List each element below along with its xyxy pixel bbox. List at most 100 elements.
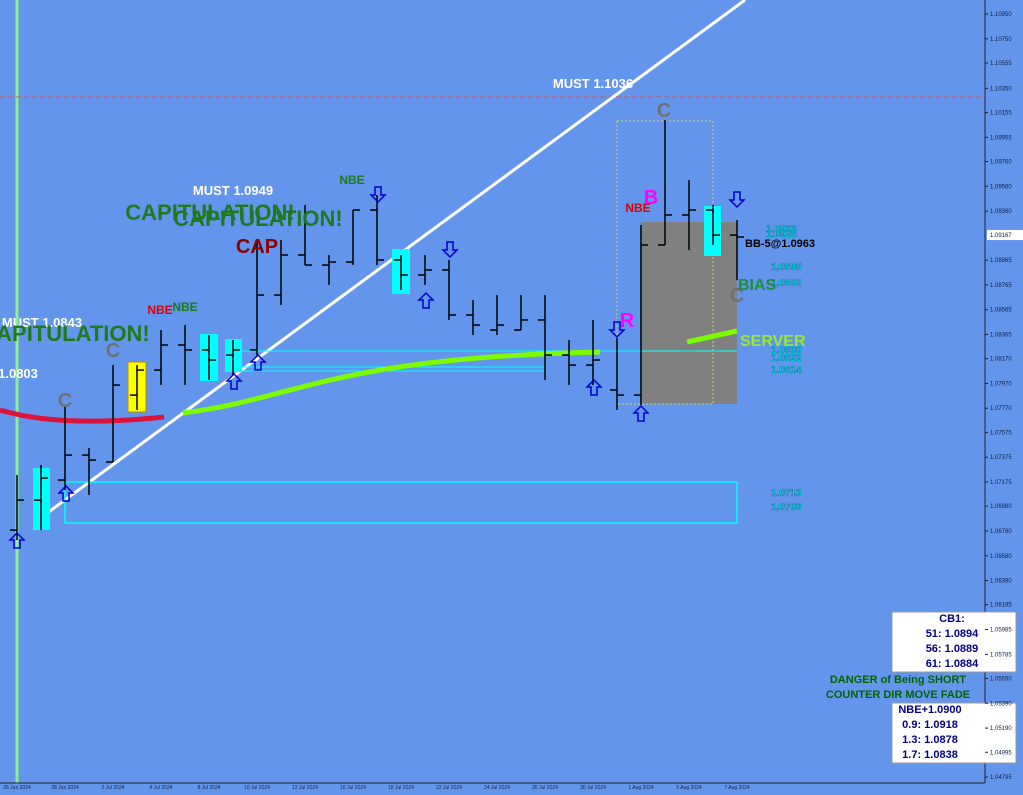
down-arrow bbox=[441, 241, 459, 259]
level-label: 1.0713 bbox=[771, 488, 802, 499]
annotation: 1.0803 bbox=[0, 366, 38, 381]
panel-text: 0.9: 1.0918 bbox=[902, 719, 958, 731]
y-tick-label: 1.05590 bbox=[990, 676, 1012, 682]
level-label: 1.0703 bbox=[771, 502, 802, 513]
up-arrow bbox=[8, 531, 26, 549]
level-label: 1.0822 bbox=[771, 353, 802, 364]
level-label: 1.0814 bbox=[771, 365, 802, 376]
up-arrow bbox=[249, 353, 267, 371]
green-average bbox=[182, 349, 601, 416]
y-tick-label: 1.10555 bbox=[990, 61, 1012, 67]
up-arrow bbox=[585, 378, 603, 396]
annotation: SERVER bbox=[740, 333, 806, 350]
warning: DANGER of Being SHORT bbox=[830, 674, 967, 686]
arrows bbox=[8, 186, 746, 549]
y-tick-label: 1.07770 bbox=[990, 406, 1012, 412]
y-tick-label: 1.10950 bbox=[990, 12, 1012, 18]
x-tick-label: 18 Jul 2024 bbox=[388, 785, 414, 790]
y-tick-label: 1.10750 bbox=[990, 37, 1012, 43]
x-tick-label: 2 Jul 2024 bbox=[101, 785, 124, 790]
y-tick-label: 1.04795 bbox=[990, 775, 1012, 781]
price-tag-label: 1.09167 bbox=[990, 233, 1012, 239]
x-tick-label: 16 Jul 2024 bbox=[340, 785, 366, 790]
y-tick-label: 1.09760 bbox=[990, 160, 1012, 166]
annotation: CAP bbox=[236, 236, 278, 258]
green-average bbox=[686, 328, 738, 345]
y-tick-label: 1.06380 bbox=[990, 579, 1012, 585]
down-arrow bbox=[608, 321, 626, 339]
price-tag bbox=[987, 230, 1023, 241]
zone bbox=[64, 481, 738, 524]
panel-text: 56: 1.0889 bbox=[926, 643, 979, 655]
x-tick-label: 26 Jul 2024 bbox=[532, 785, 558, 790]
x-tick-label: 22 Jul 2024 bbox=[436, 785, 462, 790]
x-tick-label: 10 Jul 2024 bbox=[244, 785, 270, 790]
up-arrow bbox=[632, 404, 650, 422]
y-tick-label: 1.09560 bbox=[990, 184, 1012, 190]
x-tick-label: 8 Jul 2024 bbox=[197, 785, 220, 790]
y-tick-label: 1.06580 bbox=[990, 554, 1012, 560]
panel-text: 1.7: 1.0838 bbox=[902, 749, 958, 761]
annotation: MUST 1.1036 bbox=[553, 76, 633, 91]
annotation: C bbox=[657, 100, 671, 122]
level-label: 1.0830 bbox=[771, 345, 802, 356]
y-tick-label: 1.06980 bbox=[990, 504, 1012, 510]
y-tick-label: 1.09955 bbox=[990, 135, 1012, 141]
x-tick-label: 30 Jul 2024 bbox=[580, 785, 606, 790]
y-tick-label: 1.06185 bbox=[990, 603, 1012, 609]
up-arrow bbox=[57, 484, 75, 502]
annotation: NBE bbox=[172, 300, 197, 314]
level-label: 1.0933 bbox=[766, 224, 797, 235]
annotation: CAPITULATION! bbox=[0, 321, 150, 346]
trend-line bbox=[34, 0, 746, 524]
y-tick-label: 1.08365 bbox=[990, 332, 1012, 338]
annotation: C bbox=[106, 340, 120, 362]
panel bbox=[891, 702, 1017, 764]
y-tick-label: 1.04995 bbox=[990, 750, 1012, 756]
panel-text: NBE+1.0900 bbox=[898, 704, 961, 716]
x-tick-label: 4 Jul 2024 bbox=[149, 785, 172, 790]
up-arrow bbox=[225, 372, 243, 390]
panel bbox=[891, 611, 1017, 673]
y-tick-label: 1.07375 bbox=[990, 455, 1012, 461]
panel-text: 51: 1.0894 bbox=[926, 628, 979, 640]
annotation: NBE bbox=[147, 303, 172, 317]
x-tick-label: 12 Jul 2024 bbox=[292, 785, 318, 790]
x-tick-label: 24 Jul 2024 bbox=[484, 785, 510, 790]
warning: COUNTER DIR MOVE FADE bbox=[826, 689, 970, 701]
y-tick-label: 1.07970 bbox=[990, 381, 1012, 387]
y-tick-label: 1.08965 bbox=[990, 258, 1012, 264]
down-arrow bbox=[728, 191, 746, 209]
level-label: 1.0882 bbox=[771, 278, 802, 289]
y-tick-label: 1.05985 bbox=[990, 628, 1012, 634]
x-tick-label: 26 Jun 2024 bbox=[3, 785, 31, 790]
annotation: R bbox=[620, 310, 635, 332]
annotation: BB-5@1.0963 bbox=[745, 238, 815, 250]
x-tick-label: 1 Aug 2024 bbox=[628, 785, 654, 790]
down-arrow bbox=[369, 186, 387, 204]
x-tick-label: 7 Aug 2024 bbox=[724, 785, 750, 790]
annotation: CAPITULATION! bbox=[173, 206, 342, 231]
panel-text: 61: 1.0884 bbox=[926, 658, 979, 670]
y-tick-label: 1.07575 bbox=[990, 430, 1012, 436]
annotation: BIAS bbox=[738, 277, 777, 294]
red-average bbox=[0, 407, 165, 424]
annotation: B bbox=[644, 187, 658, 209]
level-label: 1.0928 bbox=[766, 229, 797, 240]
level-label: 1.0895 bbox=[771, 262, 802, 273]
x-tick-label: 5 Aug 2024 bbox=[676, 785, 702, 790]
y-tick-label: 1.08170 bbox=[990, 357, 1012, 363]
y-tick-label: 1.09360 bbox=[990, 209, 1012, 215]
panel-text: CB1: bbox=[939, 613, 965, 625]
panel-text: 1.3: 1.0878 bbox=[902, 734, 958, 746]
y-tick-label: 1.06780 bbox=[990, 529, 1012, 535]
annotation: MUST 1.0949 bbox=[193, 183, 273, 198]
annotation: C bbox=[58, 390, 72, 412]
x-tick-label: 28 Jun 2024 bbox=[51, 785, 79, 790]
y-tick-label: 1.08765 bbox=[990, 283, 1012, 289]
y-tick-label: 1.08565 bbox=[990, 308, 1012, 314]
y-tick-label: 1.07175 bbox=[990, 480, 1012, 486]
y-tick-label: 1.10350 bbox=[990, 86, 1012, 92]
annotation: C bbox=[730, 285, 744, 307]
